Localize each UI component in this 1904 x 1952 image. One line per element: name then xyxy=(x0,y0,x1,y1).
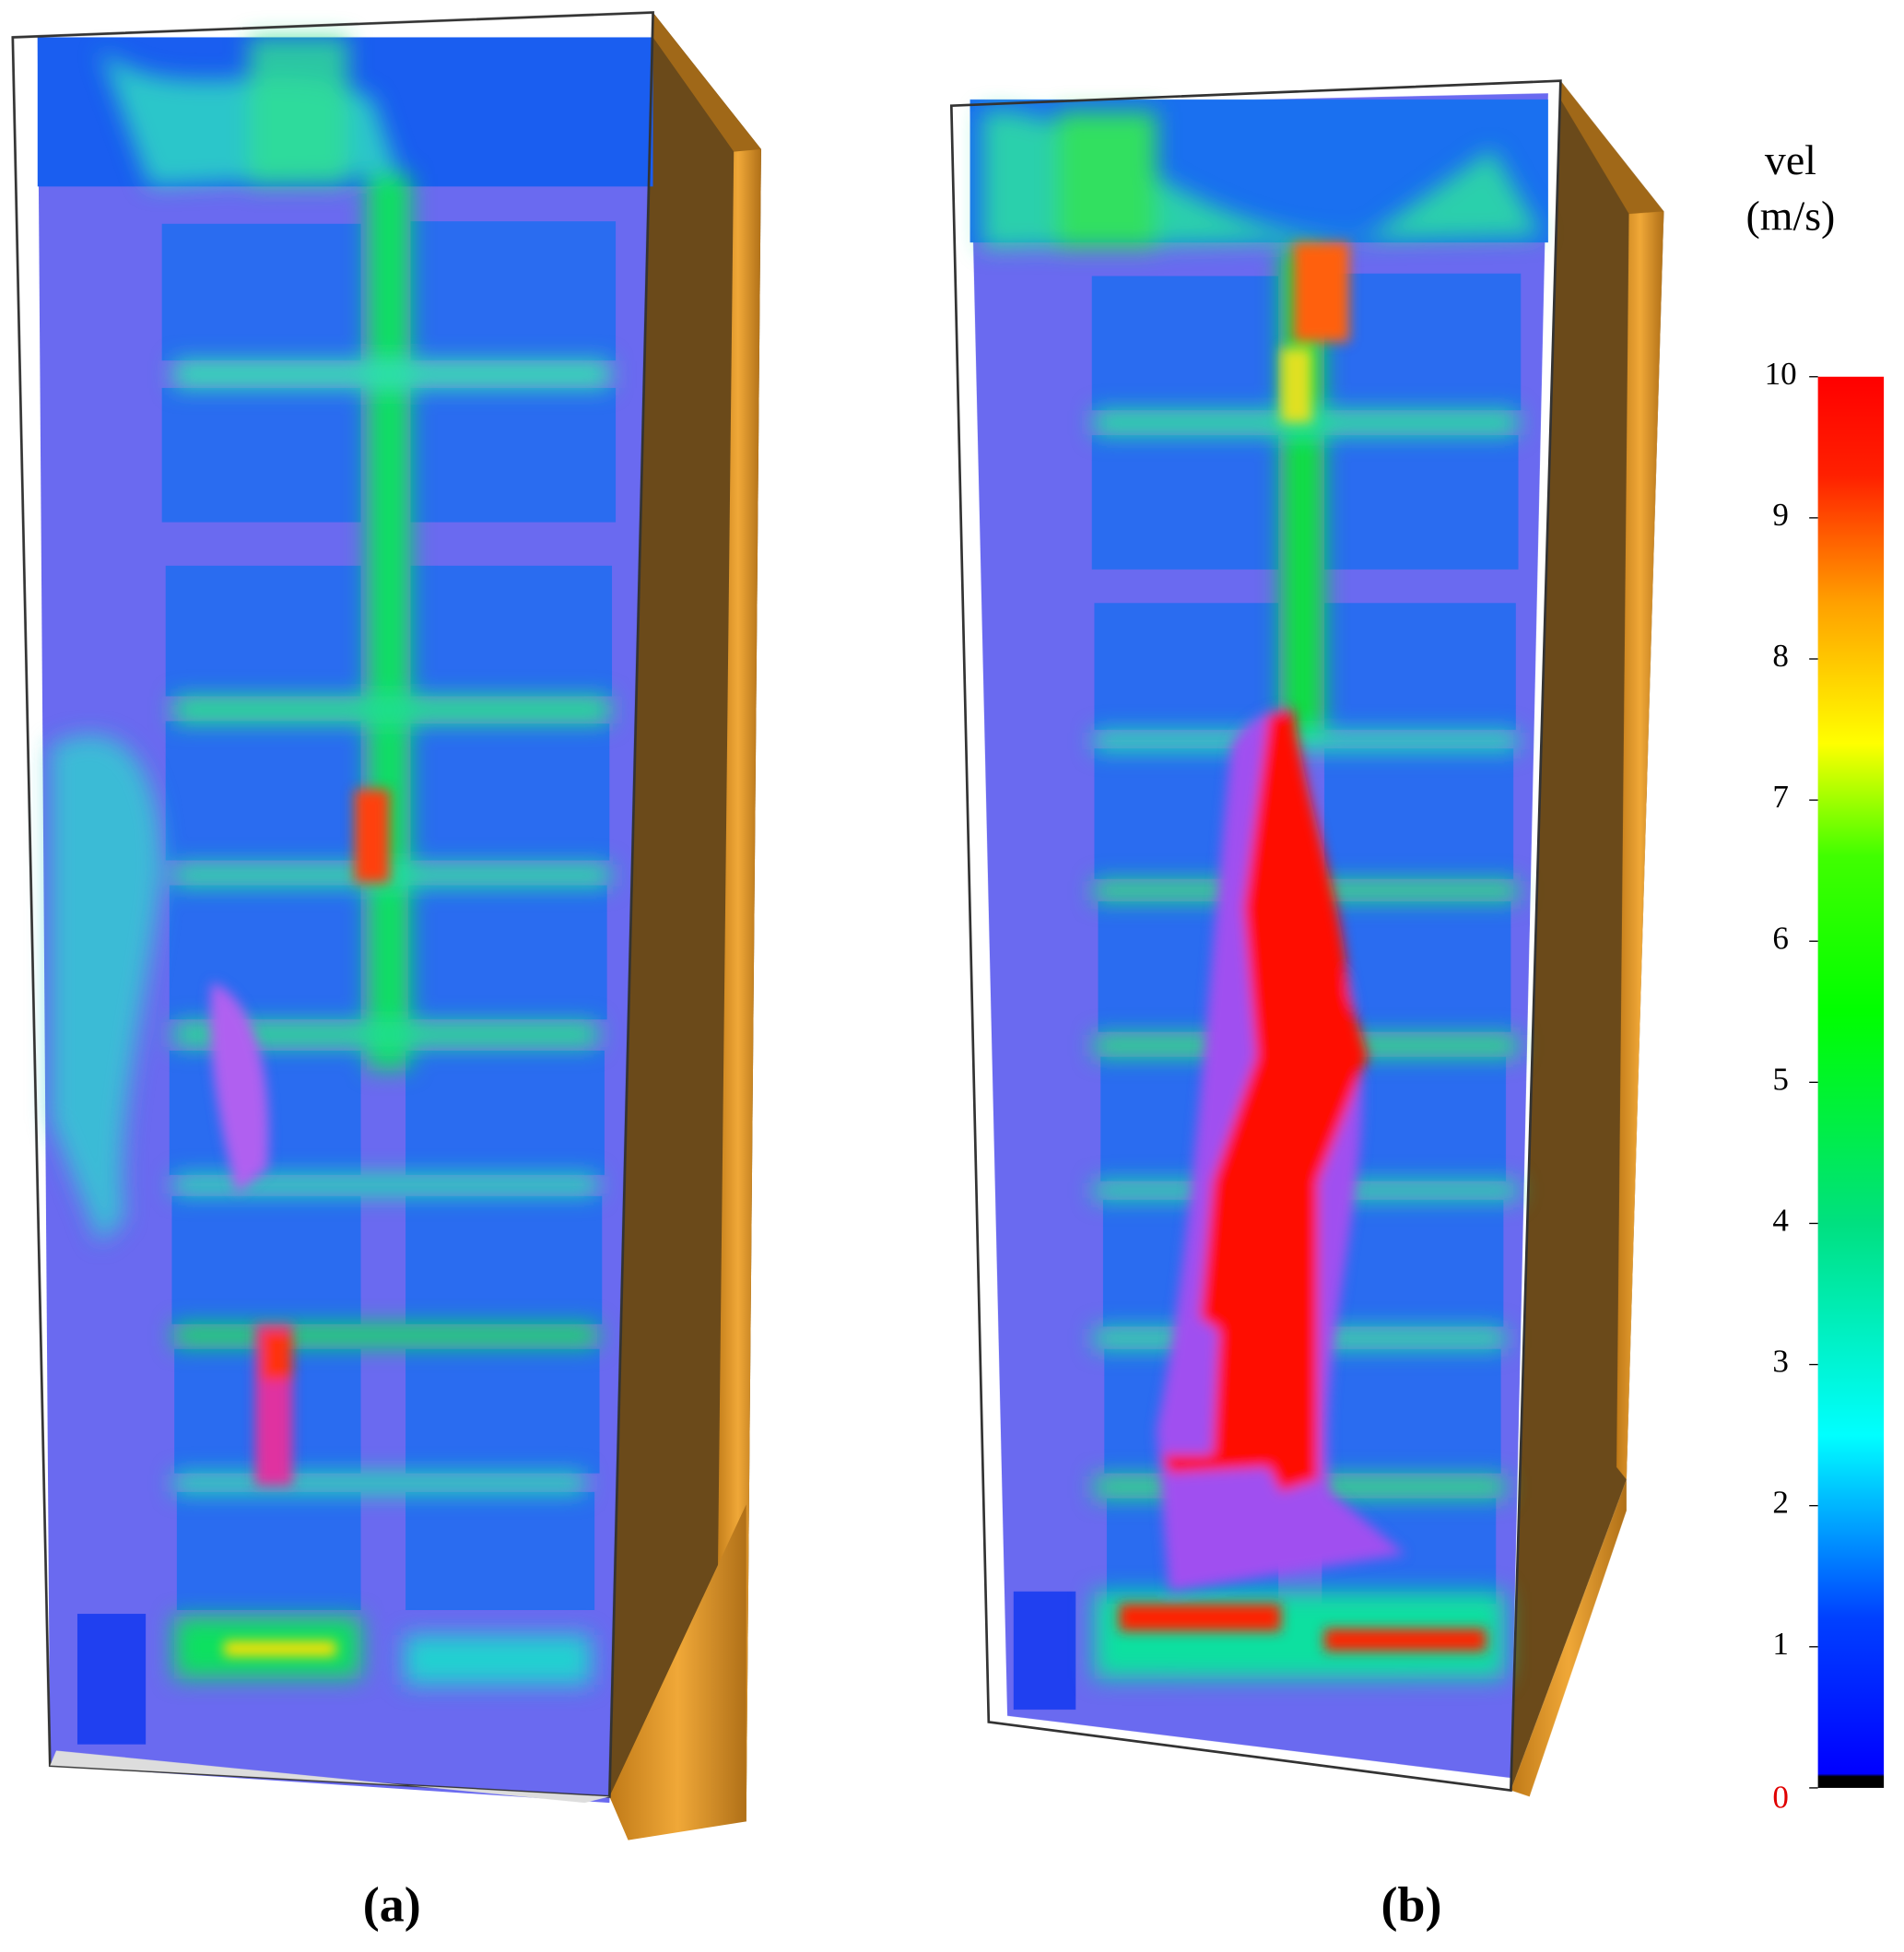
panel-label: (a) xyxy=(363,1876,421,1932)
side-edge xyxy=(715,148,761,1822)
side-edge xyxy=(1616,211,1664,1480)
panel-b xyxy=(949,79,1664,1797)
hotspots xyxy=(209,789,390,1656)
colorbar-unit: (m/s) xyxy=(1746,193,1836,240)
base-edge xyxy=(609,1504,746,1840)
panel-label: (b) xyxy=(1381,1876,1441,1932)
top-edge xyxy=(1560,80,1664,215)
colorbar-tick-label: 10 xyxy=(1765,356,1797,392)
colorbar-tick-label: 5 xyxy=(1772,1061,1789,1097)
colorbar-tick-label: 0 xyxy=(1772,1779,1789,1815)
colorbar-tick-label: 9 xyxy=(1772,497,1789,533)
colorbar-tick-label: 2 xyxy=(1772,1485,1789,1521)
colorbar-tick-label: 6 xyxy=(1772,920,1789,956)
colorbar-tick-label: 1 xyxy=(1772,1626,1789,1662)
windows xyxy=(1013,273,1522,1710)
hotspots xyxy=(1119,242,1487,1652)
colorbar: vel (m/s) 0 1 2 3 4 5 6 7 8 9 10 xyxy=(1746,136,1885,1815)
base-edge xyxy=(1510,1479,1627,1797)
windows xyxy=(76,221,617,1745)
top-edge xyxy=(652,12,761,152)
panel-a xyxy=(11,11,761,1840)
colorbar-tick-label: 3 xyxy=(1772,1344,1789,1380)
bounding-box xyxy=(949,79,1562,1793)
floor-edge xyxy=(50,1750,610,1804)
colorbar-tick-label: 8 xyxy=(1772,638,1789,674)
colorbar-gradient xyxy=(1817,376,1885,1788)
colorbar-tick-label: 7 xyxy=(1772,779,1789,815)
colorbar-tick-label: 4 xyxy=(1772,1203,1789,1239)
colorbar-title: vel xyxy=(1765,136,1816,183)
